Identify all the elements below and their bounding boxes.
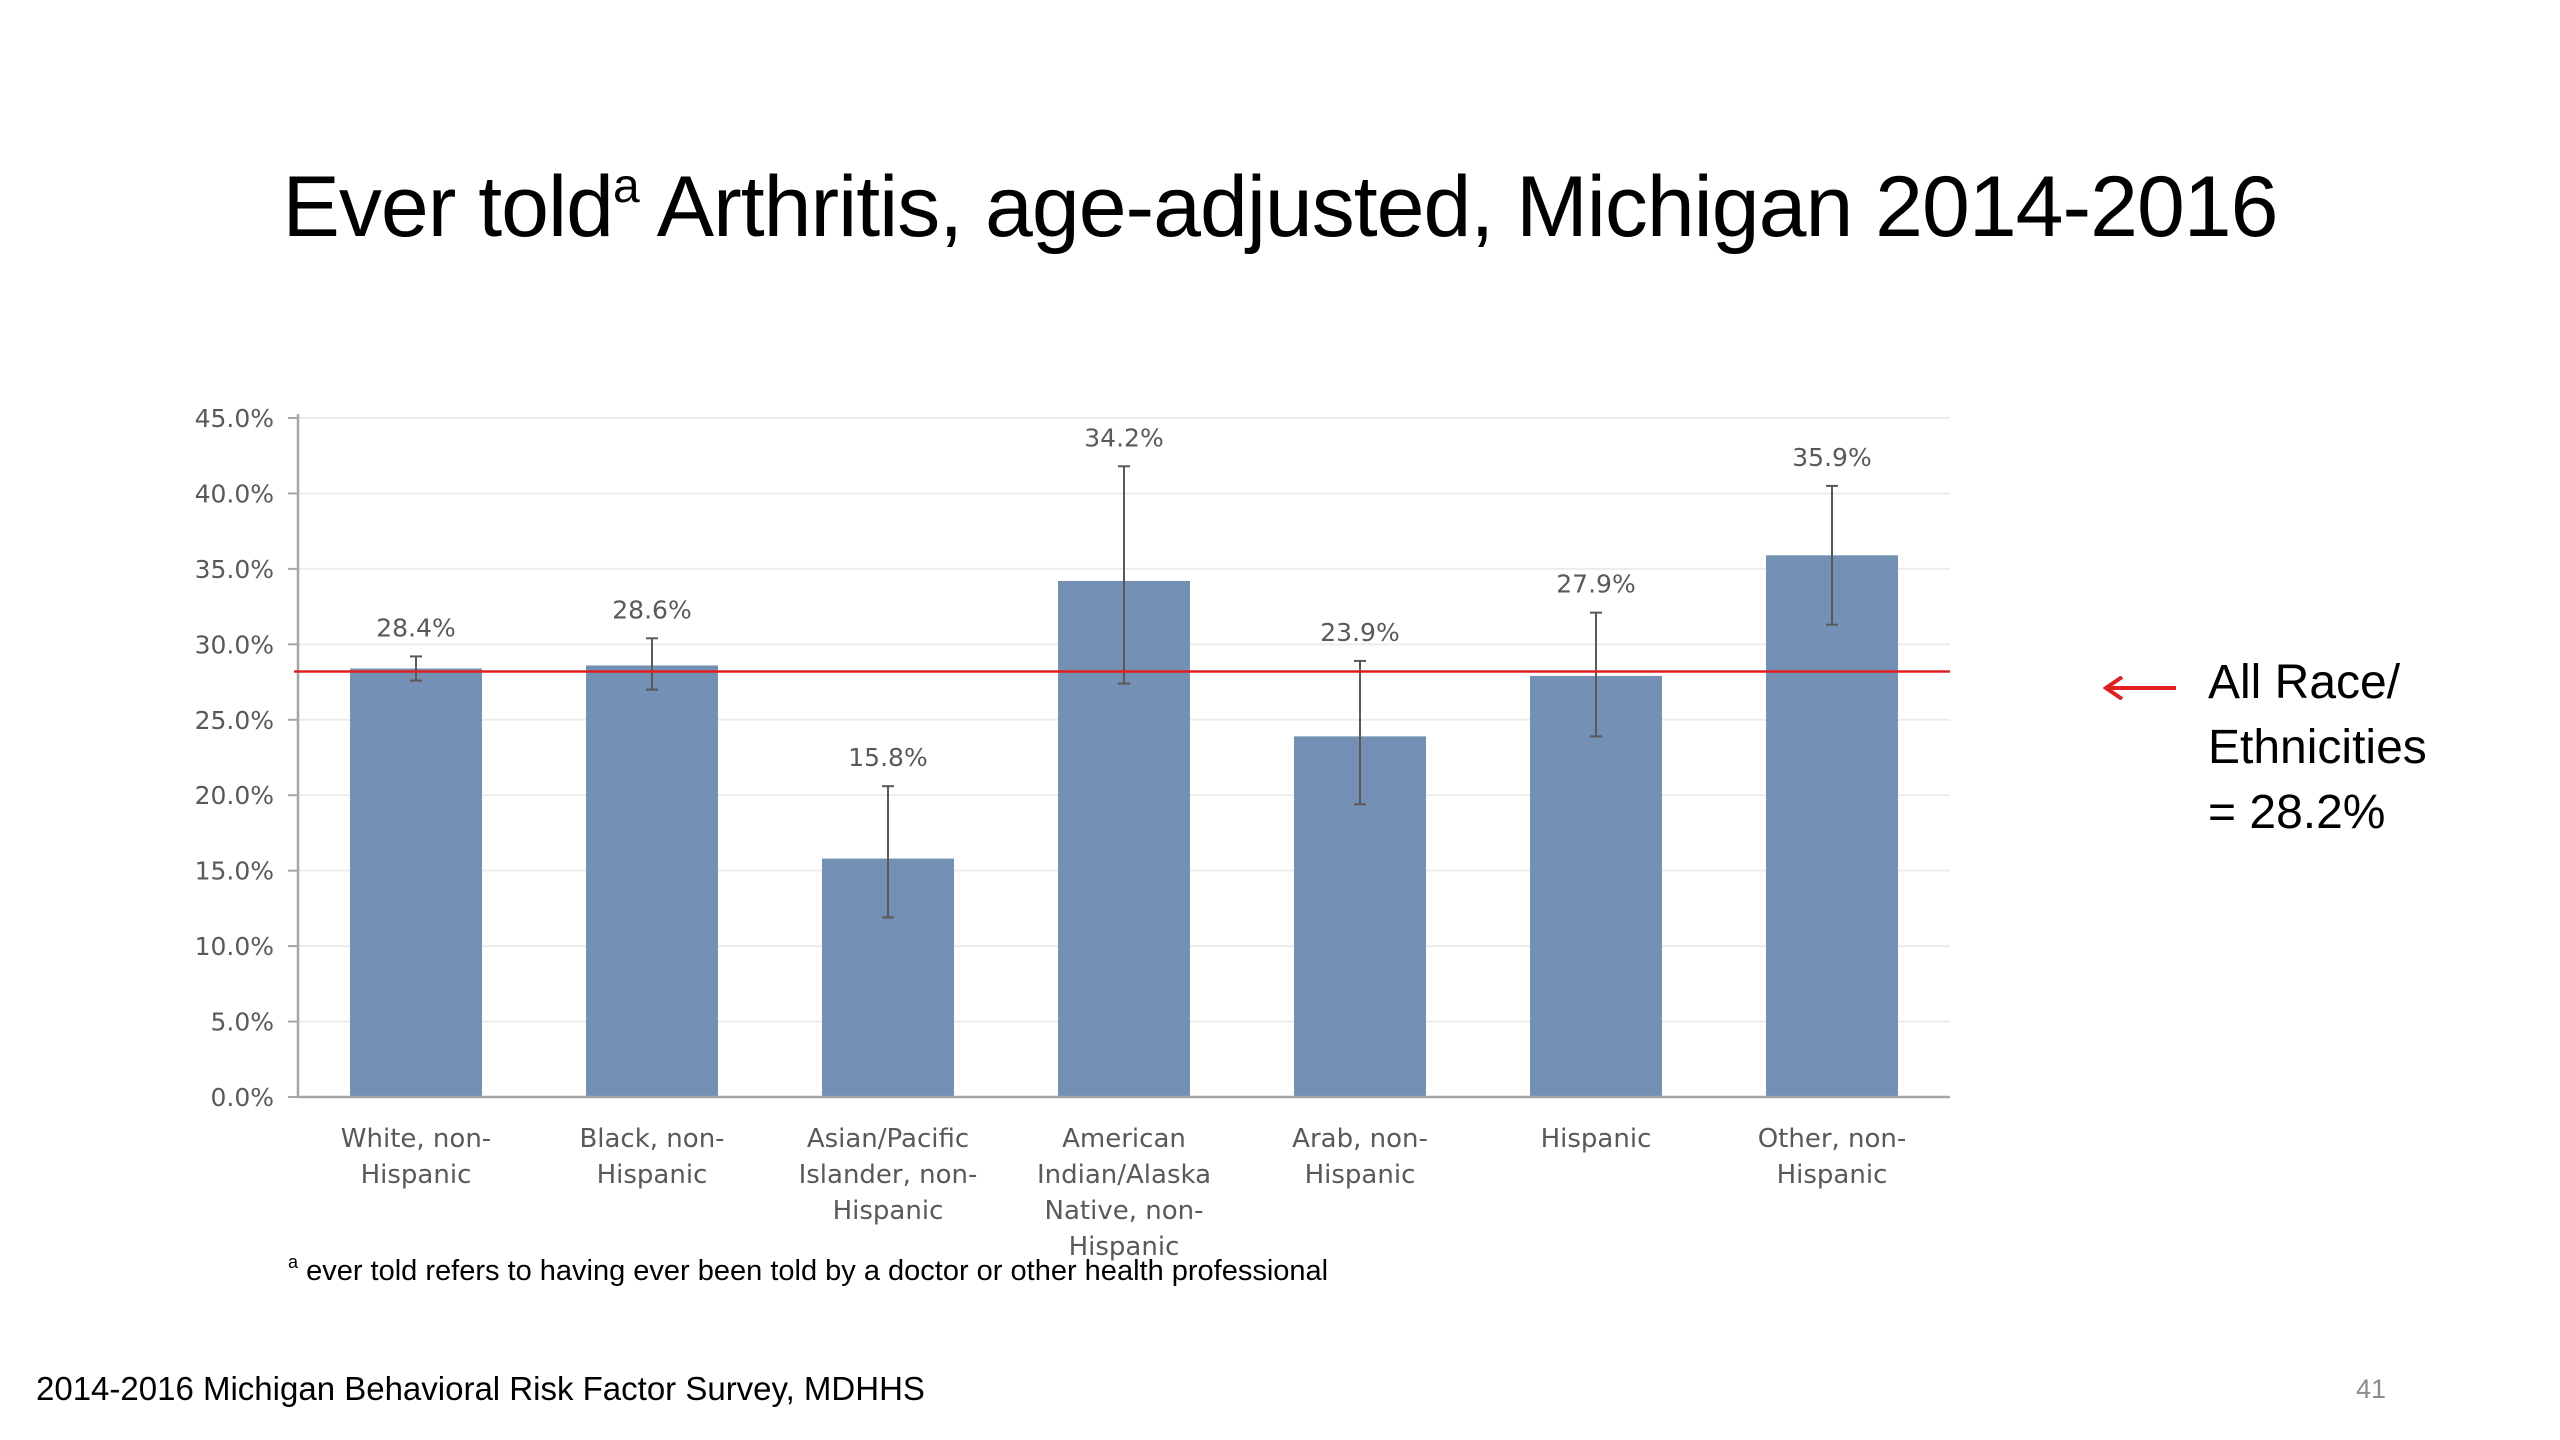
bar bbox=[350, 668, 482, 1097]
y-tick-label: 25.0% bbox=[195, 706, 274, 735]
x-category-label-line: Native, non- bbox=[1045, 1196, 1204, 1226]
y-tick-label: 30.0% bbox=[195, 630, 274, 659]
data-label: 34.2% bbox=[1084, 423, 1163, 452]
x-category-label-line: Hispanic bbox=[1777, 1160, 1888, 1190]
x-category-label: American Indian/Alaska Native, non- Hispani… bbox=[1037, 1124, 1211, 1262]
x-category-label-line: Other, non- bbox=[1758, 1124, 1907, 1154]
x-category-label-line: Arab, non- bbox=[1292, 1124, 1428, 1154]
legend-text: All Race/ Ethnicities = 28.2% bbox=[2208, 650, 2538, 845]
title-prefix: Ever told bbox=[282, 159, 614, 255]
legend-line-1: All Race/ bbox=[2208, 656, 2401, 709]
legend-line-2: Ethnicities bbox=[2208, 721, 2427, 774]
y-tick-label: 20.0% bbox=[195, 781, 274, 810]
y-tick-label: 40.0% bbox=[195, 479, 274, 508]
x-category-label-line: Black, non- bbox=[579, 1124, 724, 1154]
data-label: 15.8% bbox=[848, 743, 927, 772]
x-category-label-line: Indian/Alaska bbox=[1037, 1160, 1211, 1190]
data-label: 28.6% bbox=[612, 595, 691, 624]
y-tick-label: 10.0% bbox=[195, 932, 274, 961]
x-category-label: Hispanic bbox=[1541, 1124, 1652, 1154]
title-suffix: Arthritis, age-adjusted, Michigan 2014-2… bbox=[638, 159, 2279, 255]
x-category-label-line: White, non- bbox=[341, 1124, 491, 1154]
y-tick-label: 5.0% bbox=[210, 1008, 274, 1037]
bar bbox=[1530, 676, 1662, 1097]
footnote-marker: a bbox=[288, 1252, 299, 1272]
slide-title: Ever tolda Arthritis, age-adjusted, Mich… bbox=[0, 160, 2560, 255]
arrow-left-icon bbox=[2102, 676, 2176, 700]
x-category-label-line: Hispanic bbox=[361, 1160, 472, 1190]
x-category-label-line: Hispanic bbox=[833, 1196, 944, 1226]
y-tick-label: 45.0% bbox=[195, 404, 274, 433]
x-category-label: White, non- Hispanic bbox=[341, 1124, 491, 1190]
legend-line-3: = 28.2% bbox=[2208, 786, 2386, 839]
y-tick-label: 15.0% bbox=[195, 857, 274, 886]
x-category-label-line: Hispanic bbox=[1541, 1124, 1652, 1154]
x-category-label-line: Islander, non- bbox=[799, 1160, 978, 1190]
data-label: 23.9% bbox=[1320, 618, 1399, 647]
x-category-label: Other, non- Hispanic bbox=[1758, 1124, 1907, 1190]
x-category-label-line: Hispanic bbox=[1305, 1160, 1416, 1190]
data-label: 35.9% bbox=[1792, 443, 1871, 472]
x-category-label-line: American bbox=[1062, 1124, 1186, 1154]
y-tick-label: 35.0% bbox=[195, 555, 274, 584]
x-category-label-line: Hispanic bbox=[1069, 1232, 1180, 1262]
footnote-text: ever told refers to having ever been tol… bbox=[298, 1255, 1329, 1287]
data-label: 28.4% bbox=[376, 613, 455, 642]
title-superscript: a bbox=[612, 160, 640, 213]
x-category-label-line: Hispanic bbox=[597, 1160, 708, 1190]
footnote: a ever told refers to having ever been t… bbox=[288, 1252, 1329, 1288]
data-label: 27.9% bbox=[1556, 570, 1635, 599]
x-category-label: Arab, non- Hispanic bbox=[1292, 1124, 1428, 1190]
y-tick-label: 0.0% bbox=[210, 1083, 274, 1112]
source-citation: 2014-2016 Michigan Behavioral Risk Facto… bbox=[36, 1370, 925, 1407]
x-category-label: Asian/Pacific Islander, non- Hispanic bbox=[799, 1124, 978, 1226]
page-number: 41 bbox=[2356, 1374, 2387, 1404]
x-category-label-line: Asian/Pacific bbox=[807, 1124, 969, 1154]
bar bbox=[1766, 555, 1898, 1097]
x-category-label: Black, non- Hispanic bbox=[579, 1124, 724, 1190]
bar bbox=[586, 665, 718, 1097]
